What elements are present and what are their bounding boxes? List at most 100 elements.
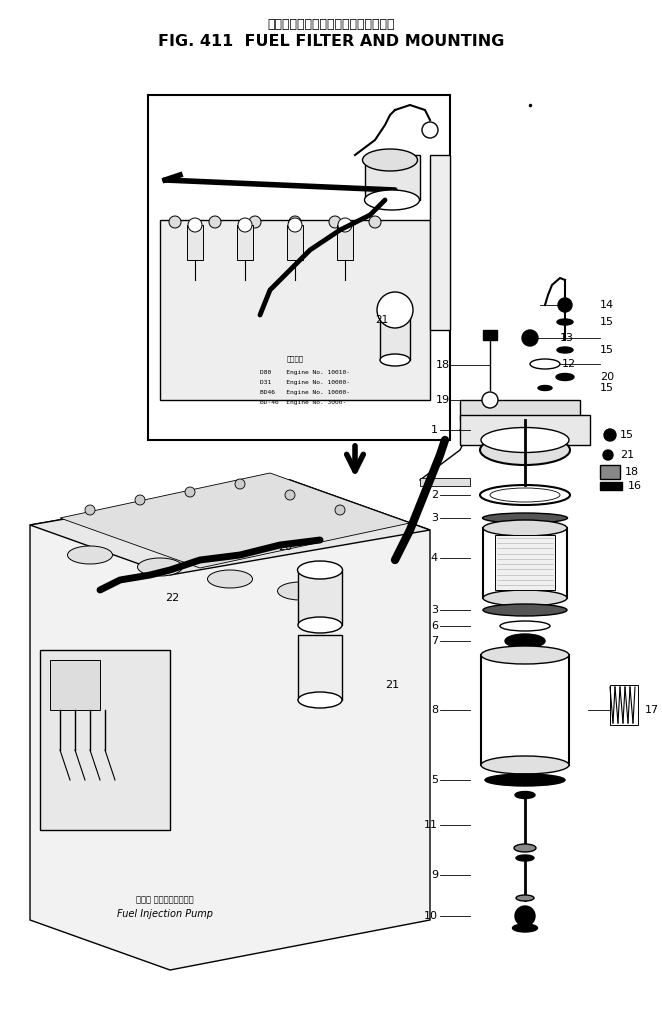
Bar xyxy=(460,415,590,445)
Text: 15: 15 xyxy=(600,383,614,393)
Text: 2: 2 xyxy=(431,490,438,500)
Circle shape xyxy=(329,216,341,228)
Polygon shape xyxy=(430,155,450,330)
Bar xyxy=(237,225,253,260)
Text: Fuel Injection Pump: Fuel Injection Pump xyxy=(117,909,213,919)
Ellipse shape xyxy=(480,435,570,465)
Ellipse shape xyxy=(480,485,570,505)
Bar xyxy=(40,650,170,830)
Bar xyxy=(148,95,450,440)
Bar xyxy=(481,655,569,765)
Text: 3: 3 xyxy=(431,605,438,615)
Circle shape xyxy=(603,450,613,460)
Circle shape xyxy=(288,218,302,232)
Bar xyxy=(420,478,470,486)
Text: FIG. 411  FUEL FILTER AND MOUNTING: FIG. 411 FUEL FILTER AND MOUNTING xyxy=(158,34,504,49)
Bar xyxy=(380,310,410,360)
Bar xyxy=(287,225,303,260)
Ellipse shape xyxy=(481,428,569,452)
Circle shape xyxy=(289,216,301,228)
Ellipse shape xyxy=(297,561,342,579)
Ellipse shape xyxy=(483,520,567,536)
Bar xyxy=(495,535,555,590)
Text: 1: 1 xyxy=(431,425,438,435)
Ellipse shape xyxy=(538,385,552,390)
Ellipse shape xyxy=(483,604,567,615)
Ellipse shape xyxy=(298,692,342,708)
Ellipse shape xyxy=(505,634,545,648)
Text: 18: 18 xyxy=(436,360,450,370)
Bar xyxy=(365,155,420,200)
Polygon shape xyxy=(60,473,410,568)
Ellipse shape xyxy=(277,582,322,600)
Circle shape xyxy=(249,216,261,228)
Text: 15: 15 xyxy=(620,430,634,440)
Ellipse shape xyxy=(481,646,569,664)
Ellipse shape xyxy=(516,895,534,901)
Ellipse shape xyxy=(514,844,536,852)
Bar xyxy=(483,330,497,340)
Text: BD46   Engine No. 10000-: BD46 Engine No. 10000- xyxy=(260,390,350,395)
Circle shape xyxy=(377,292,413,328)
Text: 6: 6 xyxy=(431,621,438,631)
Bar xyxy=(298,570,342,625)
Text: 20: 20 xyxy=(600,372,614,382)
Bar xyxy=(483,528,567,598)
Bar xyxy=(187,225,203,260)
Text: フェル インジェクション: フェル インジェクション xyxy=(136,895,194,904)
Circle shape xyxy=(422,122,438,138)
Circle shape xyxy=(169,216,181,228)
Polygon shape xyxy=(30,480,430,970)
Ellipse shape xyxy=(512,924,538,932)
Ellipse shape xyxy=(483,590,567,606)
Text: BD-46  Engine No. 3000-: BD-46 Engine No. 3000- xyxy=(260,400,346,405)
Ellipse shape xyxy=(515,792,535,798)
Ellipse shape xyxy=(363,149,418,171)
Text: 8: 8 xyxy=(431,705,438,715)
Bar xyxy=(160,220,430,400)
Ellipse shape xyxy=(557,347,573,353)
Text: 12: 12 xyxy=(562,359,576,369)
Text: 21: 21 xyxy=(385,680,399,690)
Polygon shape xyxy=(30,480,430,575)
Circle shape xyxy=(482,392,498,408)
Ellipse shape xyxy=(481,756,569,774)
Circle shape xyxy=(369,216,381,228)
Text: 15: 15 xyxy=(600,317,614,327)
Text: D80    Engine No. 10010-: D80 Engine No. 10010- xyxy=(260,370,350,375)
Ellipse shape xyxy=(483,513,567,523)
Bar xyxy=(298,635,342,700)
Text: 15: 15 xyxy=(600,345,614,355)
Ellipse shape xyxy=(207,570,252,588)
Text: 9: 9 xyxy=(431,870,438,880)
Ellipse shape xyxy=(68,546,113,564)
Ellipse shape xyxy=(380,354,410,366)
Text: 13: 13 xyxy=(560,333,574,343)
Text: 21: 21 xyxy=(620,450,634,460)
Text: 11: 11 xyxy=(424,820,438,830)
Circle shape xyxy=(515,906,535,926)
Ellipse shape xyxy=(138,558,183,576)
Bar xyxy=(610,685,638,725)
Text: D31    Engine No. 10000-: D31 Engine No. 10000- xyxy=(260,380,350,385)
Bar xyxy=(460,400,580,420)
Circle shape xyxy=(135,495,145,505)
Circle shape xyxy=(335,505,345,515)
Text: 22: 22 xyxy=(165,593,179,603)
Circle shape xyxy=(238,218,252,232)
Ellipse shape xyxy=(530,359,560,369)
Ellipse shape xyxy=(365,190,420,210)
Text: 16: 16 xyxy=(628,481,642,491)
Circle shape xyxy=(209,216,221,228)
Ellipse shape xyxy=(490,488,560,502)
Circle shape xyxy=(185,487,195,497)
Bar xyxy=(50,660,100,710)
Ellipse shape xyxy=(485,774,565,786)
Text: 10: 10 xyxy=(424,911,438,921)
Ellipse shape xyxy=(557,319,573,325)
Text: 14: 14 xyxy=(600,300,614,310)
Text: 17: 17 xyxy=(645,705,659,715)
Circle shape xyxy=(522,330,538,346)
Text: 4: 4 xyxy=(431,553,438,563)
Circle shape xyxy=(85,505,95,515)
